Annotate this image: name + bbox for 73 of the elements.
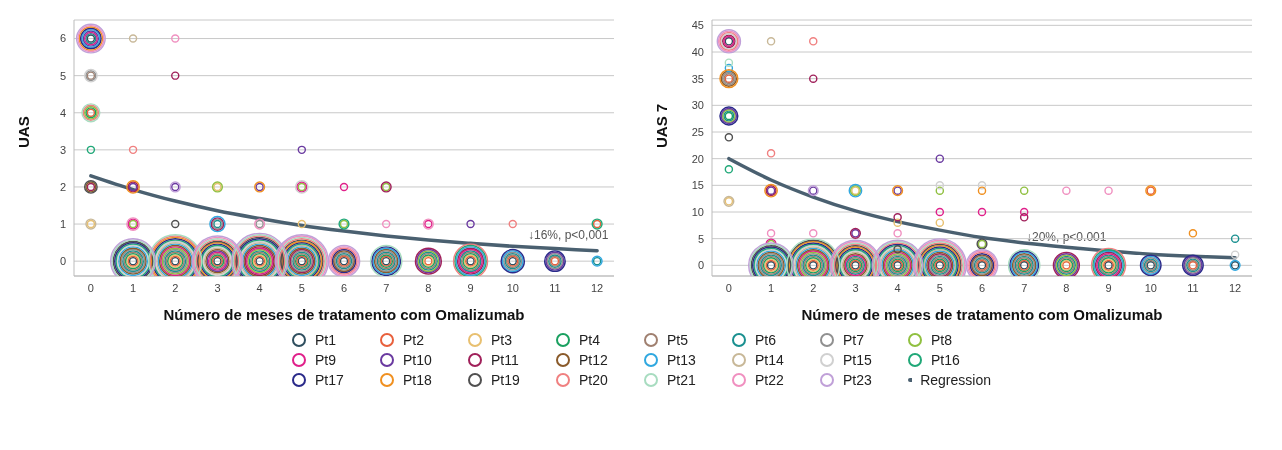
x-axis-title: Número de meses de tratamento com Omalizumab [801, 306, 1163, 323]
x-tick-label: 5 [298, 281, 305, 294]
legend-label: Pt15 [843, 352, 872, 368]
x-tick-label: 9 [467, 281, 474, 294]
y-axis-title: UAS 7 [653, 103, 671, 148]
x-tick-label: 4 [256, 281, 263, 294]
legend-label: Pt11 [491, 352, 519, 368]
y-tick-label: 5 [59, 69, 66, 82]
x-tick-label: 11 [1187, 281, 1199, 294]
legend-label: Pt22 [755, 372, 784, 388]
legend-label: Pt2 [403, 332, 425, 348]
y-tick-label: 40 [691, 45, 704, 58]
x-tick-label: 0 [87, 281, 94, 294]
x-tick-label: 10 [1144, 281, 1157, 294]
legend-label: Pt12 [579, 352, 608, 368]
y-tick-label: 20 [691, 152, 704, 165]
y-tick-label: 25 [691, 125, 704, 138]
y-tick-label: 30 [691, 99, 704, 112]
y-axis-title: UAS [15, 116, 33, 148]
x-tick-label: 4 [894, 281, 901, 294]
y-tick-label: 6 [59, 32, 66, 45]
legend-label: Pt16 [931, 352, 960, 368]
legend-label: Pt4 [579, 332, 601, 348]
x-tick-label: 3 [852, 281, 859, 294]
y-tick-label: 15 [691, 179, 704, 192]
annotation: ↓16%, p<0,001 [528, 228, 609, 242]
annotation: ↓20%, p<0.001 [1026, 230, 1107, 244]
x-tick-label: 12 [1229, 281, 1242, 294]
legend-label: Pt7 [843, 332, 865, 348]
legend-label: Pt10 [403, 352, 432, 368]
y-tick-label: 10 [691, 205, 704, 218]
x-axis-title: Número de meses de tratamento com Omalizumab [163, 306, 525, 323]
x-tick-label: 7 [383, 281, 390, 294]
legend-label: Pt5 [667, 332, 689, 348]
x-tick-label: 3 [214, 281, 221, 294]
y-tick-label: 3 [59, 143, 66, 156]
x-tick-label: 1 [130, 281, 137, 294]
x-tick-label: 5 [936, 281, 943, 294]
legend-label: Regression [920, 372, 991, 388]
legend-label: Pt14 [755, 352, 784, 368]
legend-label: Pt21 [667, 372, 696, 388]
x-tick-label: 6 [340, 281, 348, 294]
x-tick-label: 12 [591, 281, 604, 294]
x-tick-label: 1 [768, 281, 775, 294]
x-tick-label: 9 [1105, 281, 1112, 294]
legend-label: Pt18 [403, 372, 432, 388]
x-tick-label: 8 [1063, 281, 1070, 294]
x-tick-label: 7 [1021, 281, 1028, 294]
y-tick-label: 35 [691, 72, 704, 85]
x-tick-label: 11 [549, 281, 561, 294]
legend-label: Pt8 [931, 332, 953, 348]
x-tick-label: 10 [506, 281, 519, 294]
y-tick-label: 0 [697, 259, 704, 272]
x-tick-label: 6 [978, 281, 986, 294]
y-tick-label: 5 [697, 232, 704, 245]
legend-label: Pt19 [491, 372, 520, 388]
y-tick-label: 45 [691, 19, 704, 32]
x-tick-label: 2 [810, 281, 817, 294]
legend-label: Pt13 [667, 352, 696, 368]
x-tick-label: 8 [425, 281, 432, 294]
legend-label: Pt23 [843, 372, 872, 388]
legend-label: Pt1 [315, 332, 337, 348]
x-tick-label: 2 [172, 281, 179, 294]
legend-label: Pt20 [579, 372, 608, 388]
x-tick-label: 0 [725, 281, 732, 294]
y-tick-label: 2 [59, 180, 66, 193]
y-tick-label: 1 [59, 217, 66, 230]
y-tick-label: 0 [59, 255, 66, 268]
y-tick-label: 4 [59, 106, 66, 119]
legend-label: Pt17 [315, 372, 344, 388]
legend-label: Pt6 [755, 332, 777, 348]
legend-label: Pt3 [491, 332, 513, 348]
legend-label: Pt9 [315, 352, 337, 368]
